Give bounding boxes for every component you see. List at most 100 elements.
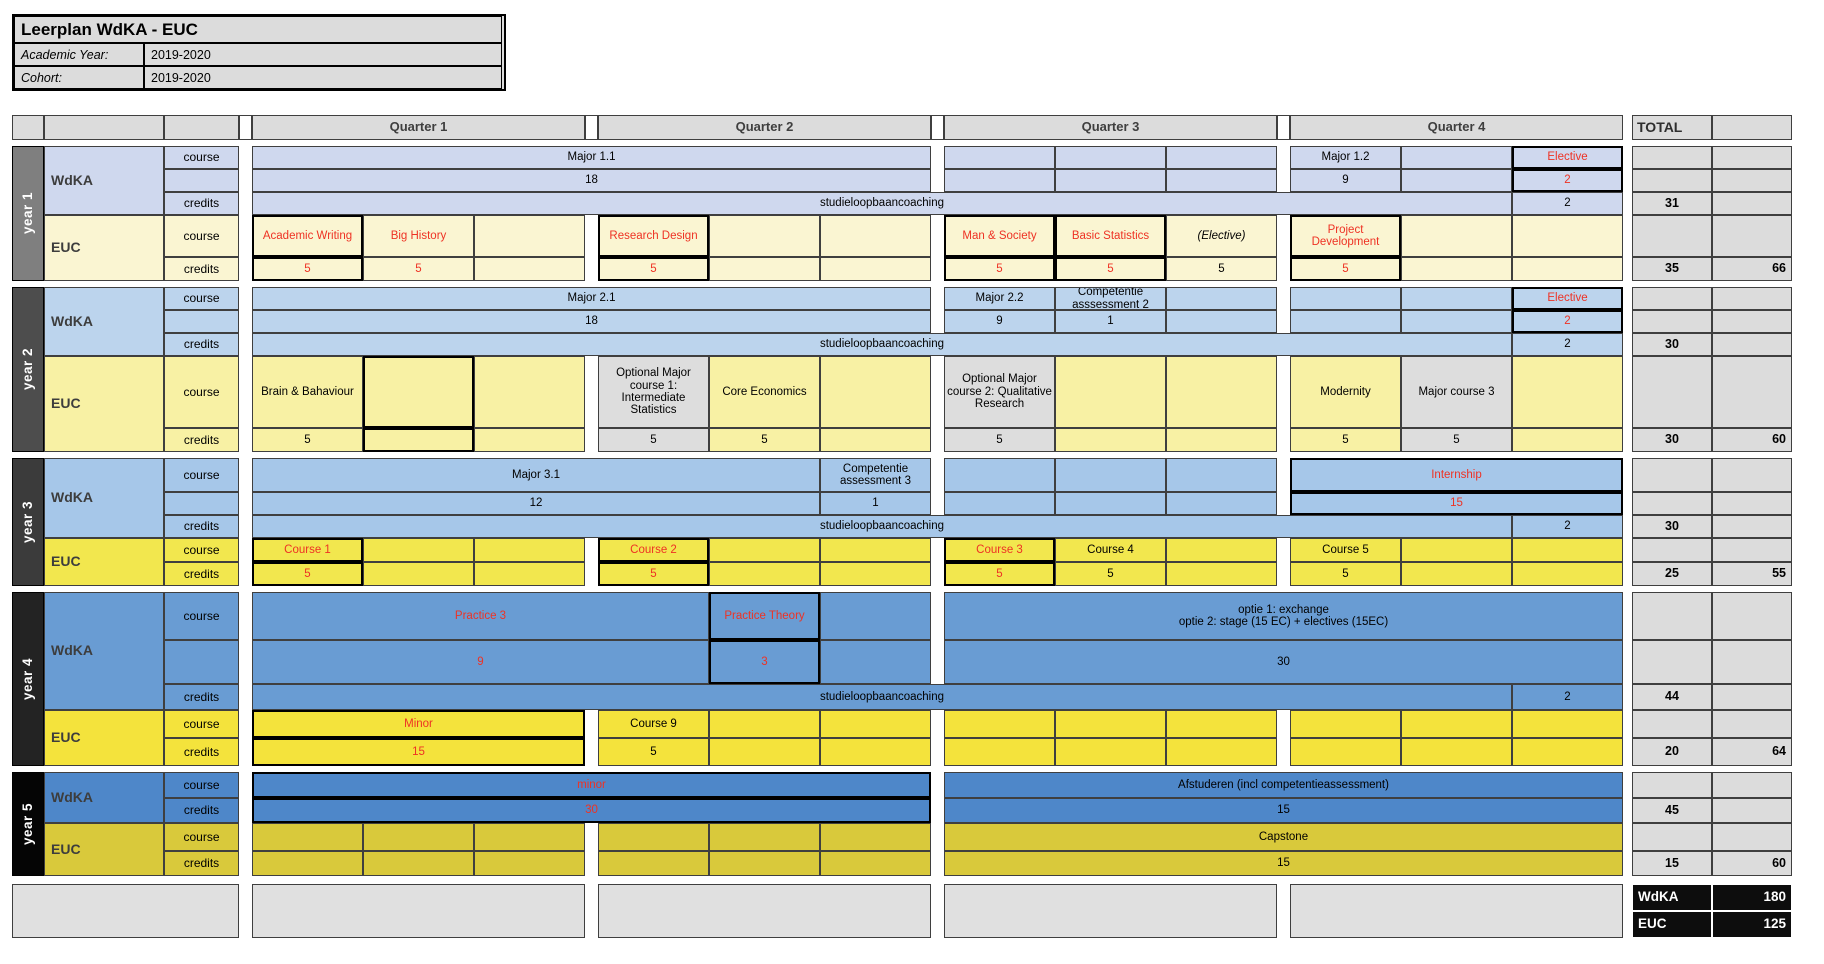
grid-cell (820, 215, 931, 257)
grid-cell (1290, 738, 1401, 766)
grid-cell (709, 562, 820, 586)
row-label: course (164, 772, 239, 798)
year-block: year 2 WdKA EUC course credits course credits M… (12, 287, 1824, 452)
curriculum-grid: year 1 WdKA EUC course credits course credits M… (12, 146, 1824, 876)
grid-cell (1632, 710, 1712, 738)
grid-cell: Man & Society (944, 215, 1055, 257)
grid-cell: Elective (1512, 146, 1623, 169)
grid-cell (709, 257, 820, 281)
grid-cell (1290, 710, 1401, 738)
grid-cell: Academic Writing (252, 215, 363, 257)
row-label: credits (164, 333, 239, 356)
quarter-3-header: Quarter 3 (944, 115, 1277, 140)
grid-cell: 18 (252, 169, 931, 192)
grid-cell (1712, 215, 1792, 257)
row-label: course (164, 823, 239, 851)
spreadsheet: Leerplan WdKA - EUC Academic Year: 2019-… (12, 14, 1824, 938)
grid-cell (709, 538, 820, 562)
grid-cell (1712, 310, 1792, 333)
grid-cell: 5 (1055, 257, 1166, 281)
header-gap-cell (1277, 115, 1290, 140)
footer-cell (12, 884, 239, 938)
grid-cell (1290, 287, 1401, 310)
row-label: course (164, 356, 239, 428)
grid-cell: Brain & Bahaviour (252, 356, 363, 428)
row-label: course (164, 710, 239, 738)
grid-cell (252, 823, 363, 851)
grid-cell: 55 (1712, 562, 1792, 586)
grid-cell (1166, 562, 1277, 586)
grid-cell: 30 (1632, 515, 1712, 538)
grid-cell: Practice 3 (252, 592, 709, 640)
grid-cell (820, 640, 931, 684)
grid-cell: Course 4 (1055, 538, 1166, 562)
grid-cell: 30 (1632, 333, 1712, 356)
grid-cell: Course 3 (944, 538, 1055, 562)
grid-cell (598, 823, 709, 851)
row-label: credits (164, 562, 239, 586)
grid-cell: 3 (709, 640, 820, 684)
grid-cell (363, 428, 474, 452)
grid-cell (1166, 538, 1277, 562)
grid-cell: 44 (1632, 684, 1712, 710)
grid-cell (1512, 738, 1623, 766)
grid-cell: 5 (1290, 257, 1401, 281)
grid-cell: 12 (252, 492, 820, 515)
row-label: credits (164, 798, 239, 823)
grid-cell: 15 (1290, 492, 1623, 515)
group-label-euc: EUC (44, 538, 164, 586)
group-label-euc: EUC (44, 710, 164, 766)
grid-cell: 2 (1512, 684, 1623, 710)
grand-total-euc-label: EUC (1632, 911, 1712, 938)
grid-cell (474, 257, 585, 281)
row-label: credits (164, 257, 239, 281)
row-label: course (164, 538, 239, 562)
footer-row: WdKA 180 EUC 125 (12, 884, 1824, 938)
row-label: credits (164, 428, 239, 452)
grid-cell (1166, 169, 1277, 192)
grid-cell: Major 1.2 (1290, 146, 1401, 169)
academic-year-label: Academic Year: (14, 43, 144, 66)
grid-cell (1055, 428, 1166, 452)
grid-cell (1055, 738, 1166, 766)
grid-cell: Course 9 (598, 710, 709, 738)
grid-cell (1632, 310, 1712, 333)
grid-cell (1712, 492, 1792, 515)
grid-cell: (Elective) (1166, 215, 1277, 257)
header-blank-cell (1712, 115, 1792, 140)
grid-cell (598, 851, 709, 876)
grid-cell (709, 823, 820, 851)
grid-cell (1512, 428, 1623, 452)
group-label-wdka: WdKA (44, 772, 164, 823)
grid-cell: 1 (820, 492, 931, 515)
grid-cell: Course 5 (1290, 538, 1401, 562)
grid-cell (1632, 823, 1712, 851)
grid-cell (363, 562, 474, 586)
grid-cell (1632, 215, 1712, 257)
year-label-text: year 1 (19, 192, 35, 235)
grid-cell (1401, 562, 1512, 586)
grid-cell: Capstone (944, 823, 1623, 851)
year-block: year 5 WdKA EUC course credits course credits m… (12, 772, 1824, 876)
grid-cell: 5 (944, 257, 1055, 281)
grid-cell: Practice Theory (709, 592, 820, 640)
grid-cell: 9 (944, 310, 1055, 333)
grid-cell: 25 (1632, 562, 1712, 586)
grid-cell (252, 851, 363, 876)
grid-cell: Major 1.1 (252, 146, 931, 169)
grid-cell (1290, 310, 1401, 333)
grid-cell (1632, 169, 1712, 192)
grid-cell (709, 738, 820, 766)
grid-cell: 30 (1632, 428, 1712, 452)
grid-cell: Optional Major course 2: Qualitative Res… (944, 356, 1055, 428)
quarter-2-header: Quarter 2 (598, 115, 931, 140)
grid-cell: Project Development (1290, 215, 1401, 257)
grid-cell: 66 (1712, 257, 1792, 281)
grid-cell: Major course 3 (1401, 356, 1512, 428)
grid-cell: 5 (1166, 257, 1277, 281)
grid-cell (1166, 458, 1277, 492)
grid-cell (1401, 710, 1512, 738)
grid-cell (363, 356, 474, 428)
row-label: credits (164, 851, 239, 876)
grid-cell (709, 851, 820, 876)
